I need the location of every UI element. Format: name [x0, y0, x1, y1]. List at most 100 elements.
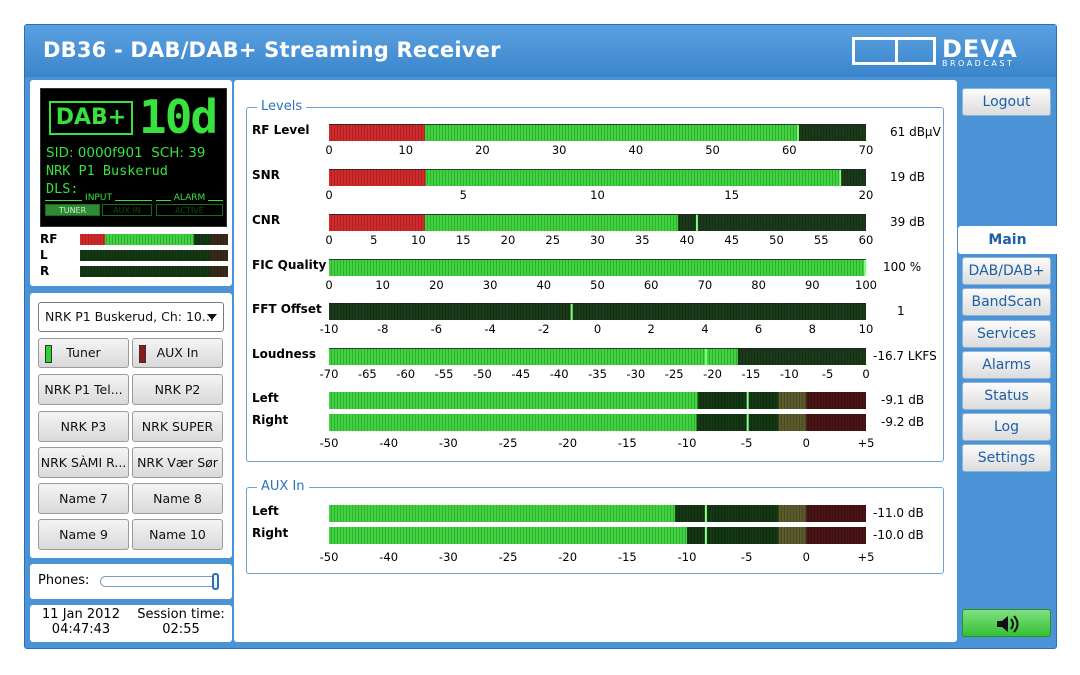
aux-left-label: Left [252, 504, 279, 518]
preset-button-8[interactable]: Name 8 [132, 483, 223, 514]
fic-quality-value: 100 % [883, 260, 922, 274]
meter-level-bar [329, 505, 676, 522]
meter-border [329, 348, 866, 349]
meter-red-zone [806, 527, 866, 544]
preset-button-9[interactable]: Name 9 [38, 519, 129, 550]
tab-dab[interactable]: DAB/DAB+ [962, 257, 1051, 285]
logo-text: DEVA [942, 35, 1018, 63]
tuner-led-icon [45, 345, 52, 363]
meter-level-bar [329, 527, 687, 544]
tab-status[interactable]: Status [962, 382, 1051, 410]
scale-tick-label: 0 [802, 550, 810, 564]
tick-label: 45 [724, 233, 740, 247]
mini-meter-rf [80, 234, 228, 245]
scale-tick-label: -10 [677, 436, 697, 450]
tick-label: 50 [769, 233, 784, 247]
tick-label: 40 [679, 233, 695, 247]
meter-green-segment [424, 124, 797, 141]
tick-label: -2 [538, 322, 550, 336]
logo-subtext: BROADCAST [942, 59, 1015, 68]
meter-peak-marker [839, 169, 842, 186]
tab-bandscan[interactable]: BandScan [962, 288, 1051, 316]
snr-meter [329, 169, 866, 186]
status-panel: DAB+ 10d SID: 0000f901 SCH: 39 NRK P1 Bu… [30, 80, 232, 286]
meter-red-segment [329, 124, 425, 141]
mini-meter-red [80, 234, 105, 245]
session-time-value: 02:55 [162, 622, 200, 637]
dls-text: DLS: [46, 181, 79, 197]
preset-button-10[interactable]: Name 10 [132, 519, 223, 550]
app-title: DB36 - DAB/DAB+ Streaming Receiver [43, 38, 501, 62]
scale-tick-label: +5 [857, 436, 875, 450]
meter-peak-marker [570, 303, 573, 320]
datetime-panel: 11 Jan 2012 04:47:43 Session time: 02:55 [30, 605, 232, 642]
mini-meter-red-zone [210, 234, 228, 245]
scale-tick-label: -50 [319, 436, 339, 450]
tick-label: 20 [500, 233, 516, 247]
preset-button-7[interactable]: Name 7 [38, 483, 129, 514]
dab-logo: DAB+ [49, 101, 133, 135]
meter-peak-marker [864, 259, 866, 276]
right-value: -9.2 dB [881, 415, 925, 429]
loudness-meter [329, 348, 866, 365]
station-dropdown[interactable]: NRK P1 Buskerud, Ch: 10... [38, 302, 224, 332]
tick-label: 2 [647, 322, 655, 336]
meter-border [329, 169, 866, 170]
meter-peak-marker [796, 124, 799, 141]
meter-red-zone [806, 414, 866, 431]
tick-label: 5 [459, 188, 467, 202]
preset-button-2[interactable]: NRK P2 [132, 374, 223, 405]
meter-yellow-zone [778, 414, 807, 431]
speaker-button[interactable] [962, 609, 1051, 637]
tick-label: 70 [697, 278, 713, 292]
source-tuner-button[interactable]: Tuner [38, 338, 129, 368]
preset-button-1[interactable]: NRK P1 Tel... [38, 374, 129, 405]
session-time-label: Session time: [137, 607, 225, 622]
meter-peak-marker [704, 527, 707, 544]
tab-settings[interactable]: Settings [962, 444, 1051, 472]
preset-button-6[interactable]: NRK Vær Sør [132, 447, 223, 478]
aux-led-icon [139, 345, 146, 363]
tick-label: -35 [588, 367, 607, 381]
tick-label: -50 [473, 367, 492, 381]
presets-panel: NRK P1 Buskerud, Ch: 10... Tuner AUX In … [30, 293, 232, 558]
levels-section: Levels [246, 99, 944, 462]
phones-volume-slider[interactable] [100, 573, 219, 590]
mini-meter-red-zone [210, 266, 228, 277]
loudness-label: Loudness [252, 347, 316, 361]
tick-label: -40 [549, 367, 569, 381]
mini-meter-green [105, 234, 194, 245]
source-aux-button[interactable]: AUX In [132, 338, 223, 368]
left-label: Left [252, 391, 279, 405]
tick-label: 10 [375, 278, 391, 292]
meter-border [329, 303, 866, 304]
phones-slider-handle[interactable] [212, 573, 219, 590]
tab-log[interactable]: Log [962, 413, 1051, 441]
fic-quality-label: FIC Quality [252, 258, 327, 272]
meter-peak-marker [746, 414, 749, 431]
tick-label: 50 [590, 278, 605, 292]
tick-label: -4 [484, 322, 496, 336]
sid-text: SID: 0000f901 [46, 145, 143, 161]
rf-level-value: 61 dBμV [890, 125, 941, 139]
preset-button-3[interactable]: NRK P3 [38, 411, 129, 442]
source-aux-label: AUX In [156, 345, 199, 360]
alarm-indicator: ACTIVE [156, 204, 223, 216]
preset-button-4[interactable]: NRK SUPER [132, 411, 223, 442]
source-tuner-label: Tuner [66, 345, 101, 360]
meter-green-segment [329, 348, 738, 365]
deva-logo: DEVA BROADCAST [852, 35, 1042, 69]
tab-alarms[interactable]: Alarms [962, 351, 1051, 379]
tab-services[interactable]: Services [962, 320, 1051, 348]
alarm-group-title: ALARM [170, 193, 209, 203]
preset-button-5[interactable]: NRK SÀMI R... [38, 447, 129, 478]
meter-border [329, 214, 866, 215]
meter-peak-marker [746, 392, 749, 409]
right-label: Right [252, 413, 289, 427]
tab-main[interactable]: Main [958, 226, 1057, 254]
tick-label: -65 [357, 367, 377, 381]
aux-indicator: AUX IN [102, 204, 152, 216]
tick-label: 10 [398, 143, 414, 157]
logout-button[interactable]: Logout [962, 88, 1051, 116]
tick-label: 20 [429, 278, 444, 292]
